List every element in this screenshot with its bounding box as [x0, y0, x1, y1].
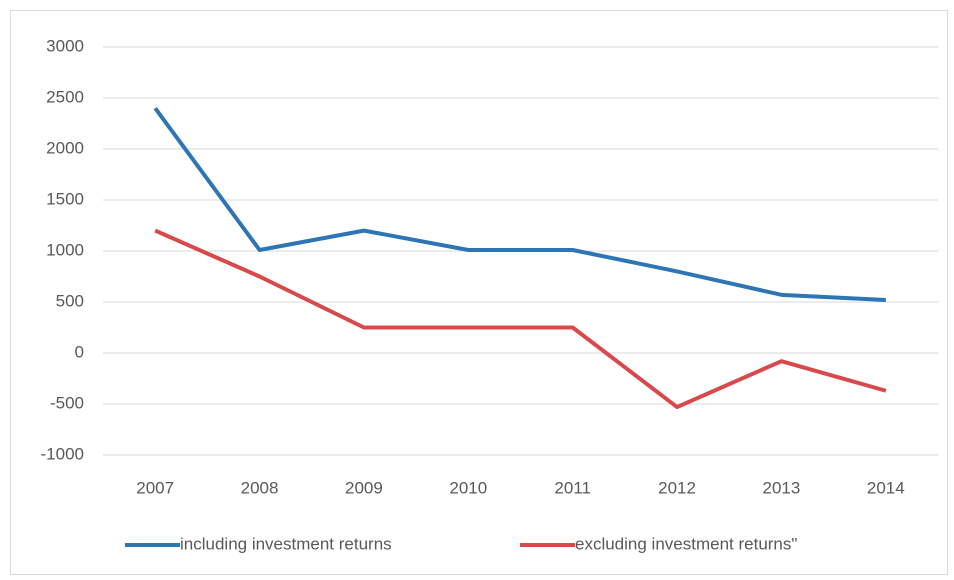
legend-label: including investment returns [180, 534, 392, 553]
x-tick-label: 2008 [241, 478, 279, 497]
data-line [154, 228, 887, 410]
y-tick-label: -1000 [41, 444, 84, 463]
x-tick-label: 2014 [867, 478, 905, 497]
y-tick-label: 2000 [46, 138, 84, 157]
x-tick-label: 2007 [136, 478, 174, 497]
y-tick-label: -500 [50, 393, 84, 412]
data-line [153, 107, 886, 302]
legend-label: excluding investment returns" [575, 534, 797, 553]
y-tick-label: 2500 [46, 87, 84, 106]
x-tick-label: 2012 [658, 478, 696, 497]
x-tick-label: 2011 [554, 478, 591, 497]
y-tick-label: 0 [75, 342, 84, 361]
y-tick-label: 1500 [46, 189, 84, 208]
x-tick-label: 2009 [345, 478, 383, 497]
y-tick-label: 1000 [46, 240, 84, 259]
chart-border [10, 10, 948, 575]
x-tick-label: 2013 [763, 478, 801, 497]
y-tick-label: 3000 [46, 36, 84, 55]
x-tick-label: 2010 [449, 478, 487, 497]
y-tick-label: 500 [56, 291, 84, 310]
